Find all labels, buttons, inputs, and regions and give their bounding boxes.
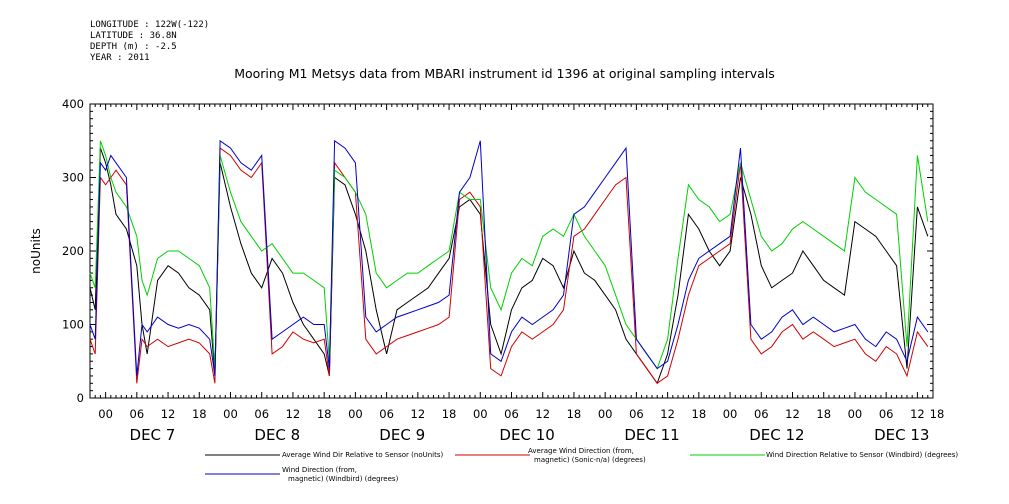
legend-label: Average Wind Dir Relative to Sensor (noU… (282, 451, 443, 459)
day-label: DEC 12 (749, 426, 804, 444)
y-tick-label: 300 (62, 171, 84, 185)
x-tick-label: 18 (317, 407, 332, 421)
x-tick-label: 00 (848, 407, 863, 421)
x-tick-label: 00 (598, 407, 613, 421)
x-tick-label: 12 (785, 407, 800, 421)
y-tick-label: 400 (62, 97, 84, 111)
legend-label: magnetic) (Sonic-n/a) (degrees) (534, 456, 646, 464)
x-tick-label: 18 (442, 407, 457, 421)
x-tick-label: 06 (504, 407, 519, 421)
x-tick-label: 12 (161, 407, 176, 421)
x-tick-label: 18 (692, 407, 707, 421)
series-line-2 (89, 147, 929, 384)
day-label: DEC 8 (254, 426, 300, 444)
x-tick-label: 12 (535, 407, 550, 421)
x-tick-label: 06 (754, 407, 769, 421)
legend-label: Average Wind Direction (from, (528, 447, 634, 455)
day-label: DEC 9 (379, 426, 425, 444)
metadata-block: LONGITUDE : 122W(-122) LATITUDE : 36.8N … (90, 20, 209, 64)
day-label: DEC 7 (130, 426, 176, 444)
x-tick-label: 06 (130, 407, 145, 421)
depth-text: DEPTH (m) : -2.5 (90, 42, 177, 52)
latitude-text: LATITUDE : 36.8N (90, 31, 177, 41)
x-tick-label: 12 (411, 407, 426, 421)
x-tick-label: 00 (473, 407, 488, 421)
legend-label: magnetic) (Windbird) (degrees) (288, 475, 399, 483)
series-line-3 (89, 140, 929, 370)
x-tick-label: 06 (254, 407, 269, 421)
x-tick-label: 12 (910, 407, 925, 421)
day-label: DEC 10 (499, 426, 554, 444)
x-tick-label: 06 (879, 407, 894, 421)
axis-labels: 0 100 200 300 400 00 06 12 18 00 06 12 18 00 06 12 18 00 0… (62, 97, 944, 444)
legend: Average Wind Dir Relative to Sensor (noU… (205, 447, 958, 483)
x-tick-label: 12 (660, 407, 675, 421)
x-tick-label: 18 (567, 407, 582, 421)
day-label: DEC 11 (624, 426, 679, 444)
series-line-4 (89, 139, 929, 376)
y-tick-label: 0 (77, 391, 84, 405)
y-tick-label: 200 (62, 244, 84, 258)
x-tick-label: 06 (379, 407, 394, 421)
x-tick-label: 18 (930, 407, 945, 421)
x-tick-label: 00 (223, 407, 238, 421)
y-axis-label: noUnits (29, 228, 43, 274)
chart-title: Mooring M1 Metsys data from MBARI instru… (234, 66, 775, 81)
day-label: DEC 13 (874, 426, 929, 444)
y-tick-label: 100 (62, 318, 84, 332)
legend-label: Wind Direction Relative to Sensor (Windb… (766, 451, 958, 459)
series-layer (89, 139, 929, 385)
legend-label: Wind Direction (from, (282, 466, 357, 474)
year-text: YEAR : 2011 (90, 53, 150, 63)
x-tick-label: 18 (192, 407, 207, 421)
longitude-text: LONGITUDE : 122W(-122) (90, 20, 210, 30)
x-tick-label: 06 (629, 407, 644, 421)
x-tick-label: 18 (816, 407, 831, 421)
axis-ticks (89, 103, 934, 399)
x-tick-label: 12 (286, 407, 301, 421)
plot-frame (89, 103, 934, 399)
x-tick-label: 00 (348, 407, 363, 421)
x-tick-label: 00 (723, 407, 738, 421)
x-tick-label: 00 (98, 407, 113, 421)
